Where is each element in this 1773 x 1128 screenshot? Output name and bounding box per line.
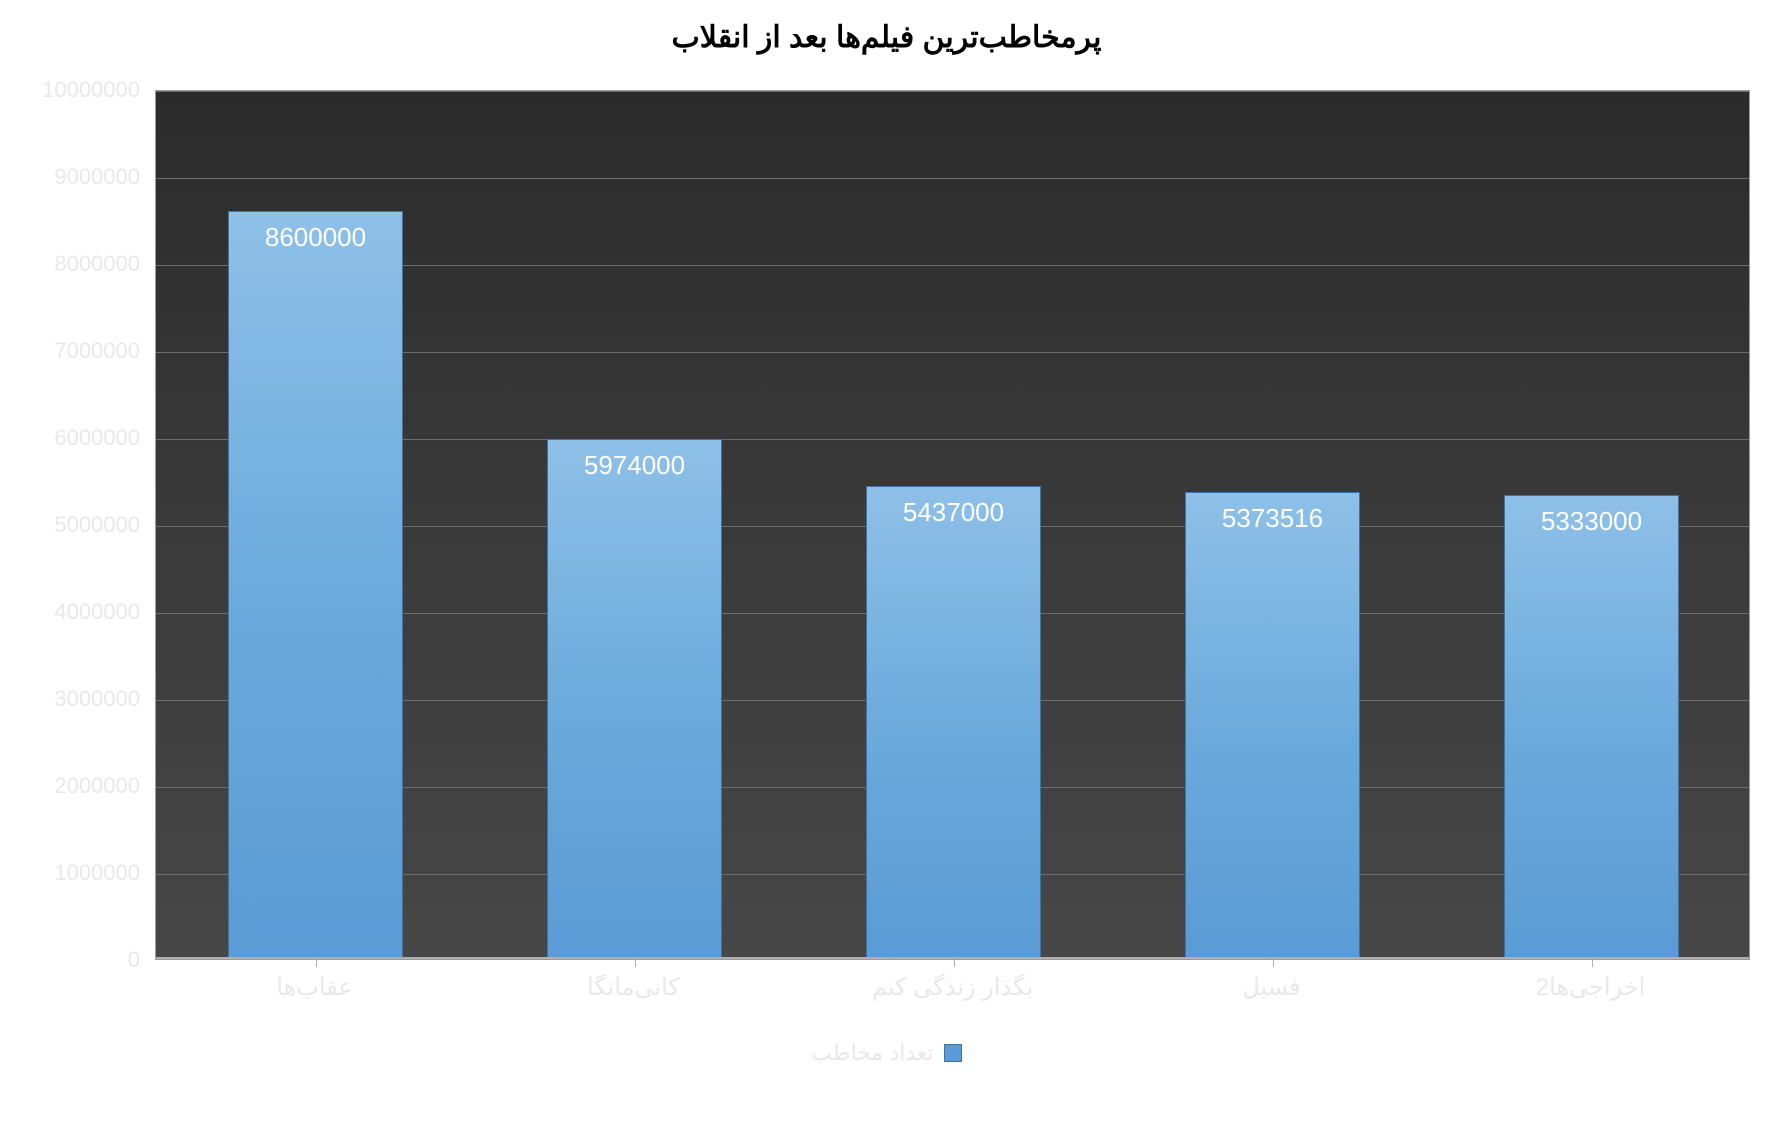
x-axis-labels: عقاب‌ها کانی‌مانگا بگذار زندگی کنم فسیل اخرا… bbox=[155, 973, 1750, 1023]
bar-data-label: 5974000 bbox=[548, 450, 721, 481]
plot-wrap: 0 1000000 2000000 3000000 4000000 5000000 6000… bbox=[0, 75, 1773, 1128]
legend-label: تعداد مخاطب bbox=[811, 1040, 933, 1066]
bar-data-label: 5437000 bbox=[867, 497, 1040, 528]
title-area: پرمخاطب‌ترین فیلم‌ها بعد از انقلاب bbox=[0, 0, 1773, 75]
y-tick-label: 8000000 bbox=[0, 251, 140, 277]
y-tick-label: 5000000 bbox=[0, 512, 140, 538]
bar: 5437000 bbox=[866, 486, 1041, 959]
y-tick-label: 6000000 bbox=[0, 425, 140, 451]
page: پرمخاطب‌ترین فیلم‌ها بعد از انقلاب 0 1000… bbox=[0, 0, 1773, 1128]
bar: 5373516 bbox=[1185, 492, 1360, 959]
legend: تعداد مخاطب bbox=[0, 1033, 1773, 1073]
x-category-label: عقاب‌ها bbox=[276, 973, 352, 1002]
x-tick-mark bbox=[1592, 959, 1593, 967]
chart-title: پرمخاطب‌ترین فیلم‌ها بعد از انقلاب bbox=[672, 20, 1102, 55]
bars-layer: 8600000 5974000 5437000 5373516 5333000 bbox=[156, 91, 1749, 959]
plot-area: 8600000 5974000 5437000 5373516 5333000 bbox=[155, 90, 1750, 960]
y-tick-label: 0 bbox=[0, 947, 140, 973]
y-tick-label: 9000000 bbox=[0, 164, 140, 190]
legend-item: تعداد مخاطب bbox=[811, 1040, 961, 1066]
bar-data-label: 8600000 bbox=[229, 222, 402, 253]
y-tick-label: 2000000 bbox=[0, 773, 140, 799]
chart-outer: 0 1000000 2000000 3000000 4000000 5000000 6000… bbox=[0, 75, 1773, 1128]
baseline bbox=[156, 957, 1749, 959]
x-category-label: فسیل bbox=[1242, 973, 1300, 1002]
y-tick-label: 7000000 bbox=[0, 338, 140, 364]
legend-swatch bbox=[944, 1044, 962, 1062]
y-tick-label: 1000000 bbox=[0, 860, 140, 886]
y-tick-label: 4000000 bbox=[0, 599, 140, 625]
x-category-label: اخراجی‌ها2 bbox=[1536, 973, 1646, 1002]
bar: 5974000 bbox=[547, 439, 722, 959]
x-tick-mark bbox=[954, 959, 955, 967]
x-tick-mark bbox=[316, 959, 317, 967]
x-category-label: کانی‌مانگا bbox=[587, 973, 680, 1002]
bar-data-label: 5333000 bbox=[1505, 506, 1678, 537]
y-tick-label: 3000000 bbox=[0, 686, 140, 712]
x-tick-mark bbox=[635, 959, 636, 967]
y-tick-label: 10000000 bbox=[0, 77, 140, 103]
x-category-label: بگذار زندگی کنم bbox=[872, 973, 1033, 1002]
bar-data-label: 5373516 bbox=[1186, 503, 1359, 534]
bar: 8600000 bbox=[228, 211, 403, 959]
x-tick-mark bbox=[1273, 959, 1274, 967]
bar: 5333000 bbox=[1504, 495, 1679, 959]
